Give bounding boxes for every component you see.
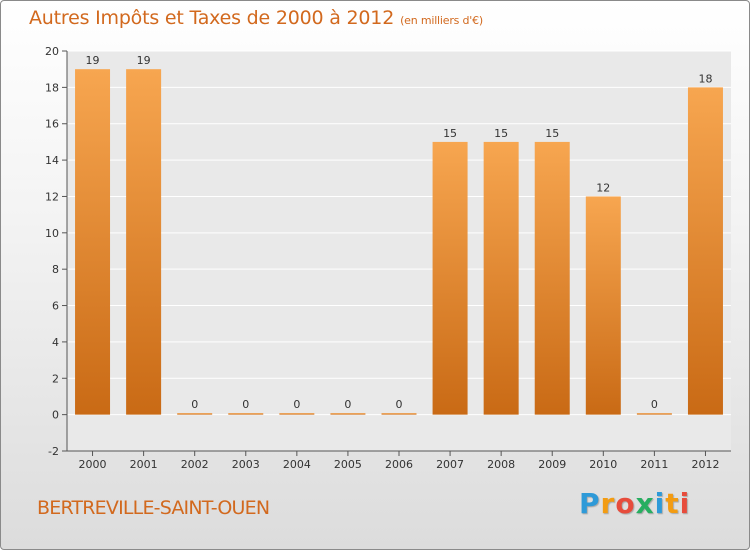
x-tick-label: 2005 bbox=[334, 458, 362, 471]
y-tick-label: 14 bbox=[45, 154, 59, 167]
data-label: 19 bbox=[86, 54, 100, 67]
plot-area bbox=[67, 51, 731, 451]
data-label: 18 bbox=[698, 72, 712, 85]
bar bbox=[585, 196, 621, 415]
data-label: 19 bbox=[137, 54, 151, 67]
commune-name: BERTREVILLE-SAINT-OUEN bbox=[37, 497, 270, 519]
x-tick-label: 2006 bbox=[385, 458, 413, 471]
bar bbox=[687, 87, 723, 415]
data-label: 15 bbox=[545, 127, 559, 140]
bar bbox=[534, 141, 570, 415]
y-tick-label: 6 bbox=[52, 300, 59, 313]
y-tick-label: 0 bbox=[52, 409, 59, 422]
y-tick-label: 8 bbox=[52, 263, 59, 276]
x-tick-label: 2003 bbox=[232, 458, 260, 471]
y-tick-label: 16 bbox=[45, 118, 59, 131]
x-tick-label: 2010 bbox=[589, 458, 617, 471]
y-tick-label: 12 bbox=[45, 190, 59, 203]
x-tick-label: 2011 bbox=[640, 458, 668, 471]
brand-letter: i bbox=[654, 487, 666, 520]
brand-letter: x bbox=[635, 487, 655, 520]
data-label: 12 bbox=[596, 181, 610, 194]
bar bbox=[432, 141, 468, 415]
bar bbox=[279, 413, 315, 415]
data-label: 15 bbox=[443, 127, 457, 140]
y-tick-label: -2 bbox=[48, 445, 59, 458]
y-tick-label: 4 bbox=[52, 336, 59, 349]
x-tick-label: 2004 bbox=[283, 458, 311, 471]
brand-letter: o bbox=[615, 487, 636, 520]
chart-title-text: Autres Impôts et Taxes de 2000 à 2012 bbox=[29, 7, 395, 29]
brand-letter: t bbox=[665, 487, 680, 520]
x-axis-ticks: 2000 2001 2002 2003 2004 2005 2006 2007 2008 2009… bbox=[79, 451, 719, 471]
data-label: 0 bbox=[242, 398, 249, 411]
x-tick-label: 2008 bbox=[487, 458, 515, 471]
bar bbox=[126, 69, 162, 415]
bar bbox=[330, 413, 366, 415]
x-tick-label: 2000 bbox=[79, 458, 107, 471]
y-axis-ticks: -2 0 2 4 6 8 10 12 14 16 18 20 bbox=[45, 45, 67, 458]
bars bbox=[75, 69, 723, 415]
data-label: 0 bbox=[651, 398, 658, 411]
plot-background bbox=[67, 51, 731, 451]
data-label: 0 bbox=[191, 398, 198, 411]
data-label: 0 bbox=[396, 398, 403, 411]
brand-letter: i bbox=[679, 487, 691, 520]
bar bbox=[75, 69, 111, 415]
bar bbox=[483, 141, 519, 415]
x-tick-label: 2007 bbox=[436, 458, 464, 471]
x-tick-label: 2002 bbox=[181, 458, 209, 471]
chart-title: Autres Impôts et Taxes de 2000 à 2012 (en… bbox=[29, 7, 483, 29]
y-tick-label: 18 bbox=[45, 81, 59, 94]
y-tick-label: 2 bbox=[52, 372, 59, 385]
bar bbox=[177, 413, 213, 415]
brand-logo: Proxiti bbox=[579, 487, 690, 520]
x-tick-label: 2009 bbox=[538, 458, 566, 471]
y-tick-label: 10 bbox=[45, 227, 59, 240]
data-label: 15 bbox=[494, 127, 508, 140]
y-tick-label: 20 bbox=[45, 45, 59, 58]
brand-letter: P bbox=[579, 487, 601, 520]
bar bbox=[228, 413, 264, 415]
x-tick-label: 2001 bbox=[130, 458, 158, 471]
bar bbox=[636, 413, 672, 415]
data-label: 0 bbox=[293, 398, 300, 411]
bar bbox=[381, 413, 417, 415]
data-label: 0 bbox=[344, 398, 351, 411]
chart-unit: (en milliers d'€) bbox=[400, 14, 483, 27]
brand-letter: r bbox=[600, 487, 616, 520]
x-tick-label: 2012 bbox=[691, 458, 719, 471]
data-labels: 19 19 0 0 0 0 0 15 15 15 12 0 18 bbox=[86, 54, 713, 411]
